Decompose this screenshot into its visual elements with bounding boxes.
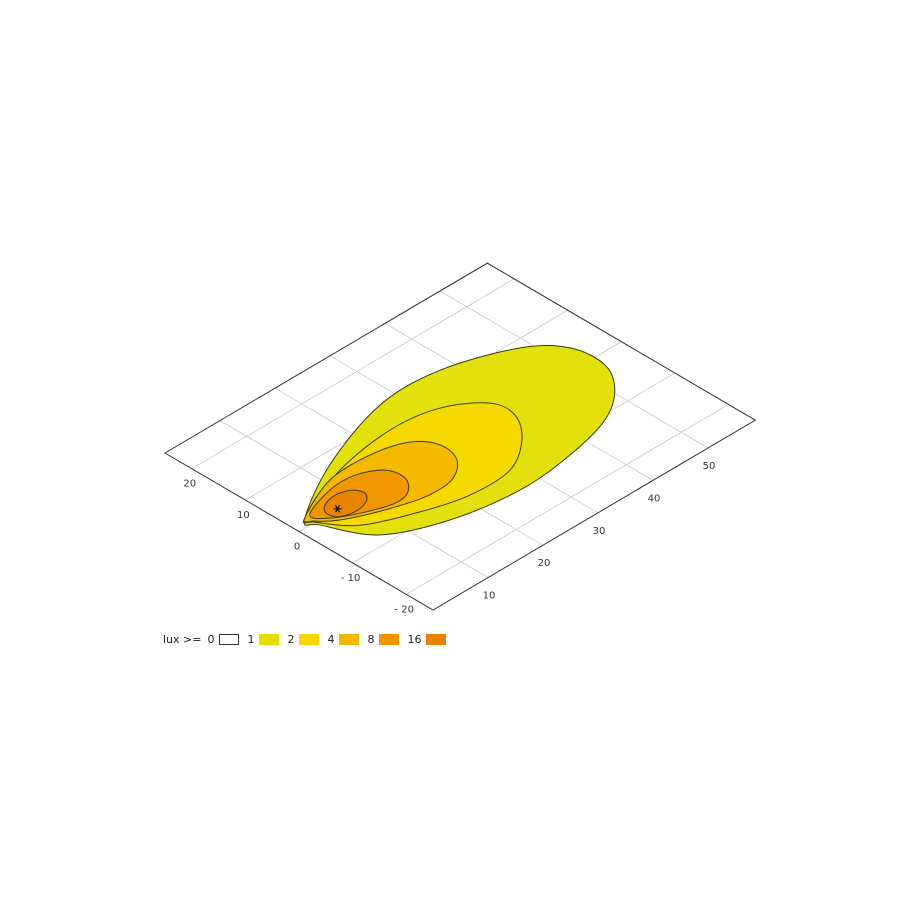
legend: lux >= 0 1 2 4 8 16 [163, 633, 447, 646]
legend-swatch-2 [299, 634, 320, 645]
contour-16-lux [323, 489, 368, 518]
y-tick-label: - 20 [394, 604, 414, 615]
plot-frame [164, 262, 757, 611]
legend-swatch-8 [379, 634, 400, 645]
legend-value: 0 [207, 633, 215, 646]
light-source-marker [333, 505, 342, 513]
legend-swatch-4 [339, 634, 360, 645]
legend-value: 1 [247, 633, 255, 646]
x-tick-label: 40 [648, 493, 661, 504]
y-tick-label: 0 [294, 542, 300, 553]
legend-value: 4 [327, 633, 335, 646]
y-tick-label: 20 [183, 479, 196, 490]
legend-value: 2 [287, 633, 295, 646]
legend-swatch-0 [219, 634, 240, 645]
x-tick-label: 20 [538, 558, 551, 569]
y-tick-label: 10 [237, 510, 250, 521]
x-tick-label: 30 [593, 526, 606, 537]
x-tick-label: 50 [703, 461, 716, 472]
y-tick-label: - 10 [341, 573, 361, 584]
legend-value: 8 [367, 633, 375, 646]
y-tick-labels: 20 10 0 - 10 - 20 [183, 479, 414, 616]
x-tick-labels: 10 20 30 40 50 [483, 461, 716, 602]
gridline-y [191, 278, 515, 470]
legend-value: 16 [407, 633, 422, 646]
legend-swatch-1 [259, 634, 280, 645]
x-tick-label: 10 [483, 591, 496, 602]
legend-swatch-16 [426, 634, 447, 645]
legend-label: lux >= [163, 633, 202, 646]
asterisk-icon-stroke [334, 505, 341, 513]
contours [302, 344, 616, 536]
gridline-y [405, 404, 729, 595]
